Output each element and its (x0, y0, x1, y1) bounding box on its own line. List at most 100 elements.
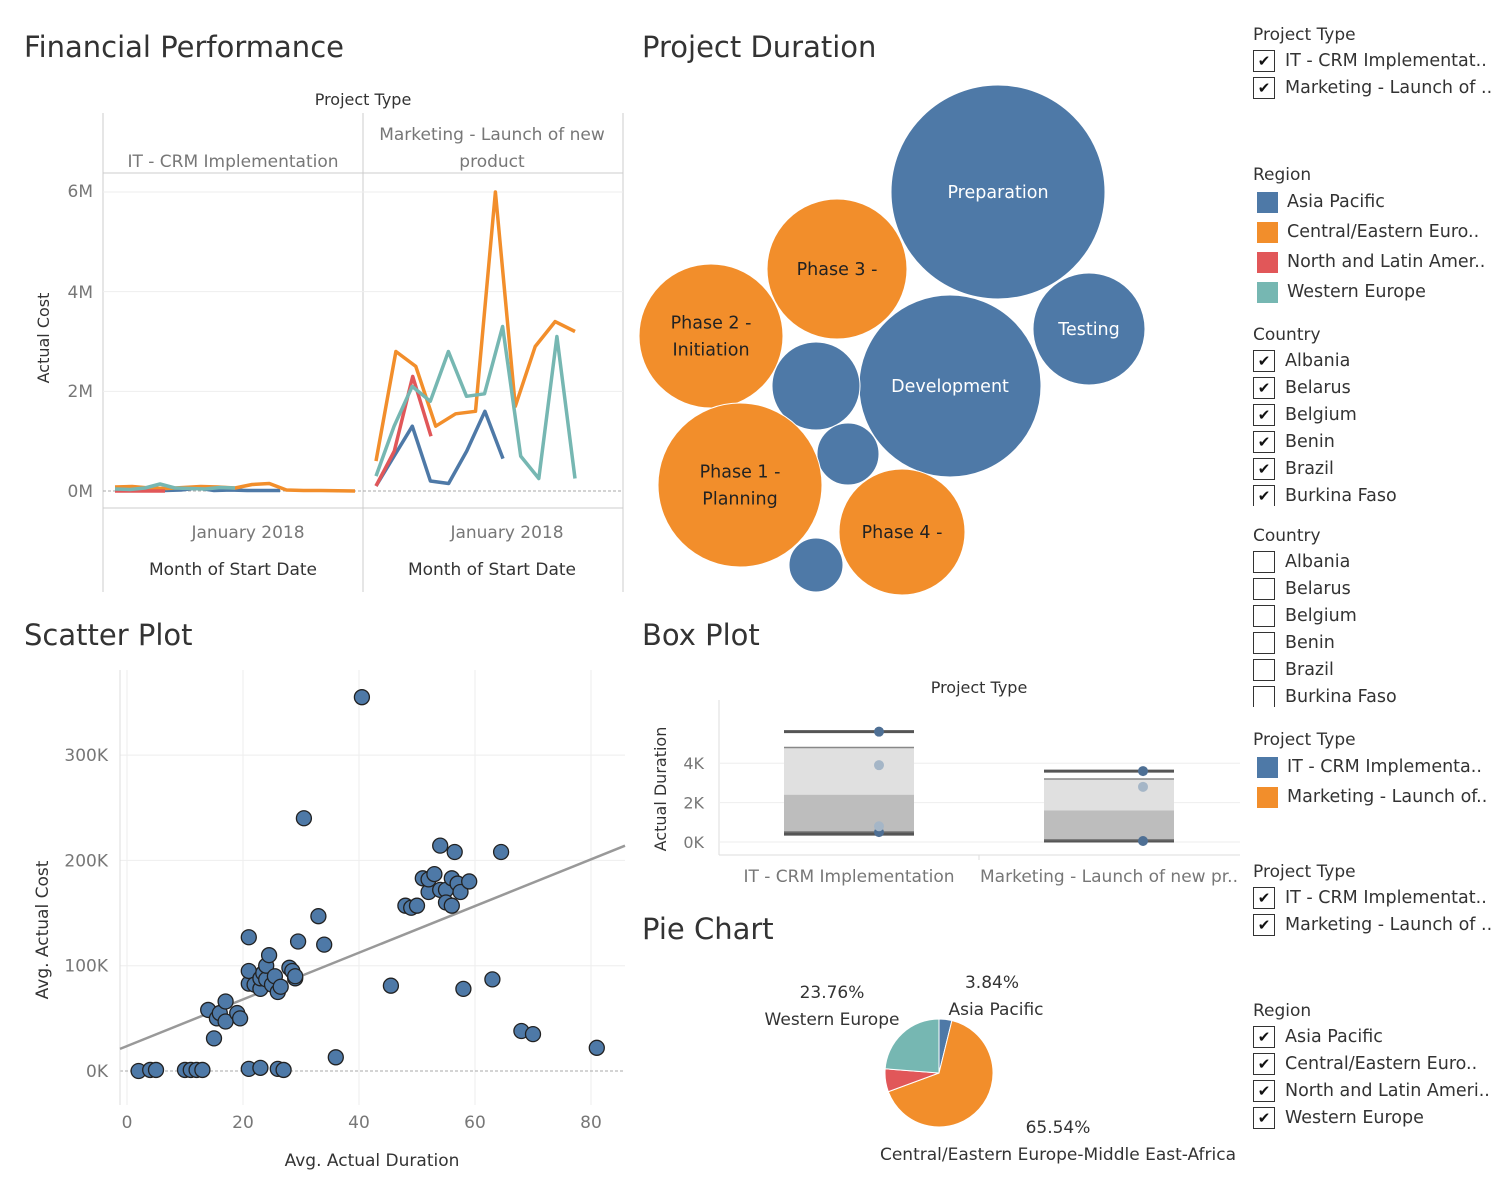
checkbox-checked-icon[interactable]: ✔ (1253, 913, 1275, 936)
country-filter-2[interactable]: Country Albania Belarus Belgium Benin Br… (1253, 524, 1493, 707)
project-type-filter-title: Project Type (1253, 25, 1356, 45)
scatter-x-tick: 20 (232, 1113, 254, 1133)
scatter-y-label: Avg. Actual Cost (33, 860, 53, 999)
pie-slice (887, 1019, 994, 1128)
fin-pane-header-it: IT - CRM Implementation (127, 152, 338, 172)
box-point (874, 726, 884, 737)
scatter-point (382, 977, 400, 994)
scatter-point (446, 843, 463, 861)
pie-label-cee-name: Central/Eastern Europe-Middle East-Afric… (880, 1145, 1236, 1165)
color-swatch-icon (1257, 251, 1278, 273)
checkbox-checked-icon[interactable]: ✔ (1253, 376, 1275, 399)
country-item-burkina-faso[interactable]: ✔ Burkina Faso (1253, 482, 1493, 506)
project-type-legend-item-it[interactable]: IT - CRM Implementa.. (1253, 752, 1493, 782)
project-type-filter-2: Project Type ✔ IT - CRM Implementat.. ✔ Ma… (1253, 860, 1493, 938)
fin-x-label-it: Month of Start Date (149, 560, 317, 580)
fin-series-line (374, 324, 577, 481)
box-y-tick: 2K (683, 794, 704, 813)
box-point (1138, 766, 1148, 777)
checkbox-checked-icon[interactable]: ✔ (1253, 430, 1275, 453)
scatter-point (455, 980, 472, 998)
fin-y-tick-2m: 2M (68, 382, 93, 402)
checkbox-unchecked-icon[interactable] (1253, 550, 1275, 573)
region-legend-item-cee[interactable]: Central/Eastern Euro.. (1253, 217, 1493, 247)
fin-header: Project Type (315, 90, 412, 109)
scatter-y-tick: 300K (64, 746, 108, 766)
project-type-legend-item-marketing[interactable]: Marketing - Launch of.. (1253, 782, 1493, 812)
fin-y-tick-4m: 4M (68, 283, 93, 303)
checkbox-checked-icon[interactable]: ✔ (1253, 403, 1275, 426)
region-filter-item-cee[interactable]: ✔ Central/Eastern Euro.. (1253, 1050, 1493, 1077)
region-legend-item-asia[interactable]: Asia Pacific (1253, 187, 1493, 217)
box-plot-title: Box Plot (642, 618, 760, 652)
project-type-filter-item-it[interactable]: ✔ IT - CRM Implementat.. (1253, 47, 1493, 74)
box-point (1138, 836, 1148, 847)
project-type-filter: Project Type ✔ IT - CRM Implementat.. ✔ Ma… (1253, 23, 1493, 101)
fin-y-label: Actual Cost (34, 293, 53, 384)
country-item-belarus[interactable]: ✔ Belarus (1253, 374, 1493, 401)
box-y-tick: 0K (683, 833, 704, 852)
checkbox-checked-icon[interactable]: ✔ (1253, 1106, 1275, 1129)
country-item-brazil[interactable]: Brazil (1253, 656, 1493, 683)
project-type-filter-2-item-marketing[interactable]: ✔ Marketing - Launch of .. (1253, 911, 1493, 938)
project-duration-bubble-chart[interactable]: Preparation Development Testing Phase 3 - Ph… (630, 80, 1160, 600)
region-filter-item-nla[interactable]: ✔ North and Latin Ameri.. (1253, 1077, 1493, 1104)
region-filter-title: Region (1253, 1001, 1312, 1021)
scatter-point (452, 883, 469, 901)
country-item-albania[interactable]: ✔ Albania (1253, 347, 1493, 374)
checkbox-checked-icon[interactable]: ✔ (1253, 1052, 1275, 1075)
pie-chart[interactable]: 3.84% Asia Pacific 23.76% Western Europe… (640, 960, 1250, 1190)
checkbox-unchecked-icon[interactable] (1253, 604, 1275, 627)
color-swatch-icon (1257, 756, 1278, 778)
checkbox-checked-icon[interactable]: ✔ (1253, 484, 1275, 506)
country-item-belgium[interactable]: ✔ Belgium (1253, 401, 1493, 428)
region-color-legend: Region Asia Pacific Central/Eastern Euro… (1253, 163, 1493, 307)
scatter-point (272, 978, 289, 995)
scatter-plot-chart[interactable]: Avg. Actual Cost Avg. Actual Duration 30… (0, 665, 630, 1185)
checkbox-unchecked-icon[interactable] (1253, 685, 1275, 707)
country-item-belgium[interactable]: Belgium (1253, 602, 1493, 629)
scatter-x-label: Avg. Actual Duration (285, 1151, 460, 1171)
country-filter-1[interactable]: Country ✔ Albania ✔ Belarus ✔ Belgium ✔ Beni… (1253, 323, 1493, 506)
country-item-albania[interactable]: Albania (1253, 548, 1493, 575)
scatter-point (426, 865, 443, 883)
checkbox-checked-icon[interactable]: ✔ (1253, 349, 1275, 372)
box-category-marketing: Marketing - Launch of new pr.. (980, 867, 1238, 887)
region-legend-item-western[interactable]: Western Europe (1253, 277, 1493, 307)
checkbox-unchecked-icon[interactable] (1253, 577, 1275, 600)
region-legend-item-nla[interactable]: North and Latin Amer.. (1253, 247, 1493, 277)
scatter-trend-line (119, 844, 626, 1051)
project-duration-title: Project Duration (642, 30, 877, 64)
project-type-filter-2-item-it[interactable]: ✔ IT - CRM Implementat.. (1253, 884, 1493, 911)
checkbox-unchecked-icon[interactable] (1253, 631, 1275, 654)
checkbox-unchecked-icon[interactable] (1253, 658, 1275, 681)
region-filter-item-asia[interactable]: ✔ Asia Pacific (1253, 1023, 1493, 1050)
country-item-brazil[interactable]: ✔ Brazil (1253, 455, 1493, 482)
scatter-point (443, 897, 460, 914)
country-item-benin[interactable]: Benin (1253, 629, 1493, 656)
financial-performance-chart[interactable]: Project Type IT - CRM Implementation Mar… (0, 80, 630, 600)
checkbox-checked-icon[interactable]: ✔ (1253, 1025, 1275, 1048)
scatter-point (231, 1010, 249, 1027)
duration-bubble (816, 422, 880, 486)
country-item-belarus[interactable]: Belarus (1253, 575, 1493, 602)
scatter-point (240, 929, 257, 946)
region-filter-item-western[interactable]: ✔ Western Europe (1253, 1104, 1493, 1131)
checkbox-checked-icon[interactable]: ✔ (1253, 886, 1275, 909)
pie-chart-title: Pie Chart (642, 912, 774, 946)
country-item-benin[interactable]: ✔ Benin (1253, 428, 1493, 455)
pie-label-western-name: Western Europe (765, 1010, 900, 1030)
project-type-filter-item-marketing[interactable]: ✔ Marketing - Launch of .. (1253, 74, 1493, 101)
box-plot-chart[interactable]: Project Type Actual Duration IT - CRM Im… (640, 665, 1250, 905)
checkbox-checked-icon[interactable]: ✔ (1253, 76, 1275, 99)
box-lower (1044, 810, 1174, 841)
checkbox-checked-icon[interactable]: ✔ (1253, 1079, 1275, 1102)
fin-x-tick-it: January 2018 (190, 523, 304, 543)
country-item-burkina-faso[interactable]: Burkina Faso (1253, 683, 1493, 707)
duration-bubble-label: Phase 2 - (671, 314, 752, 334)
color-swatch-icon (1257, 221, 1278, 243)
country-filter-2-title: Country (1253, 526, 1321, 546)
checkbox-checked-icon[interactable]: ✔ (1253, 457, 1275, 480)
checkbox-checked-icon[interactable]: ✔ (1253, 49, 1275, 72)
country-filter-1-title: Country (1253, 325, 1321, 345)
